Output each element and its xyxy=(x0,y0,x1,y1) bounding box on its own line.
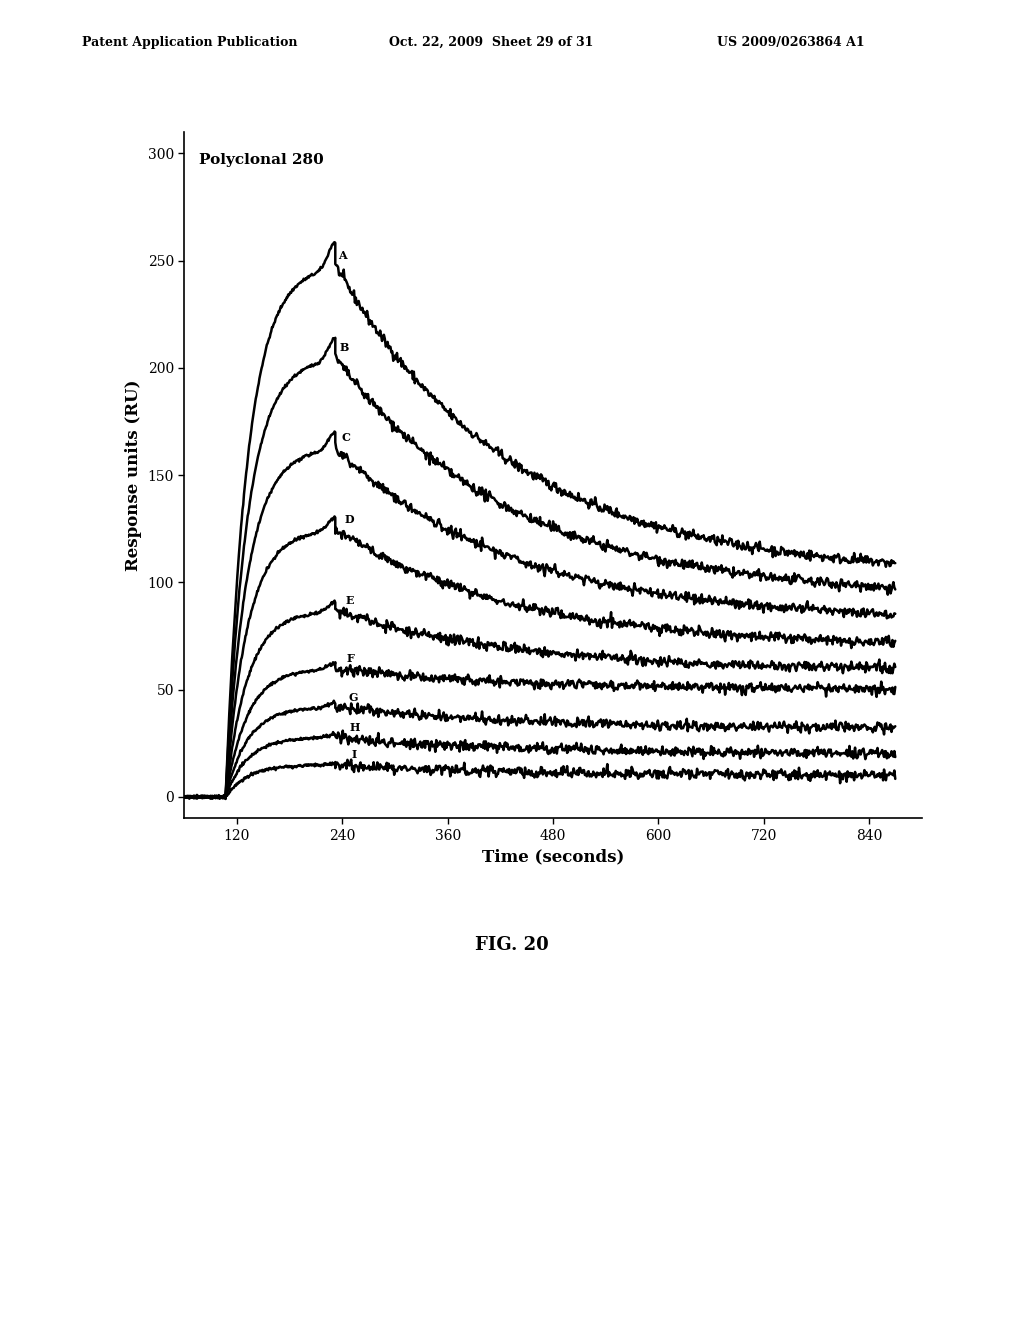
Text: Patent Application Publication: Patent Application Publication xyxy=(82,36,297,49)
X-axis label: Time (seconds): Time (seconds) xyxy=(481,849,625,866)
Text: H: H xyxy=(349,722,359,733)
Text: FIG. 20: FIG. 20 xyxy=(475,936,549,954)
Text: E: E xyxy=(346,595,354,606)
Text: D: D xyxy=(344,513,353,524)
Text: I: I xyxy=(351,750,356,760)
Text: US 2009/0263864 A1: US 2009/0263864 A1 xyxy=(717,36,864,49)
Text: F: F xyxy=(347,653,354,664)
Text: B: B xyxy=(340,342,349,352)
Text: Polyclonal 280: Polyclonal 280 xyxy=(199,153,324,166)
Text: G: G xyxy=(348,692,358,702)
Text: A: A xyxy=(338,249,346,260)
Text: C: C xyxy=(341,432,350,444)
Y-axis label: Response units (RU): Response units (RU) xyxy=(125,379,142,572)
Text: Oct. 22, 2009  Sheet 29 of 31: Oct. 22, 2009 Sheet 29 of 31 xyxy=(389,36,594,49)
